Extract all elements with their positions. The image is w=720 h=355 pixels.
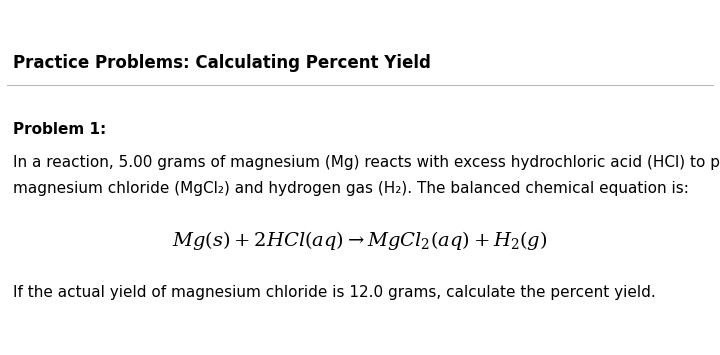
Text: Problem 1:: Problem 1: (13, 122, 107, 137)
Text: $Mg(s) + 2HCl(aq) \rightarrow MgCl_2(aq) + H_2(g)$: $Mg(s) + 2HCl(aq) \rightarrow MgCl_2(aq)… (172, 229, 548, 251)
Text: If the actual yield of magnesium chloride is 12.0 grams, calculate the percent y: If the actual yield of magnesium chlorid… (13, 285, 656, 300)
Text: In a reaction, 5.00 grams of magnesium (Mg) reacts with excess hydrochloric acid: In a reaction, 5.00 grams of magnesium (… (13, 155, 720, 170)
Text: Practice Problems: Calculating Percent Yield: Practice Problems: Calculating Percent Y… (13, 54, 431, 72)
Text: magnesium chloride (MgCl₂) and hydrogen gas (H₂). The balanced chemical equation: magnesium chloride (MgCl₂) and hydrogen … (13, 180, 689, 196)
